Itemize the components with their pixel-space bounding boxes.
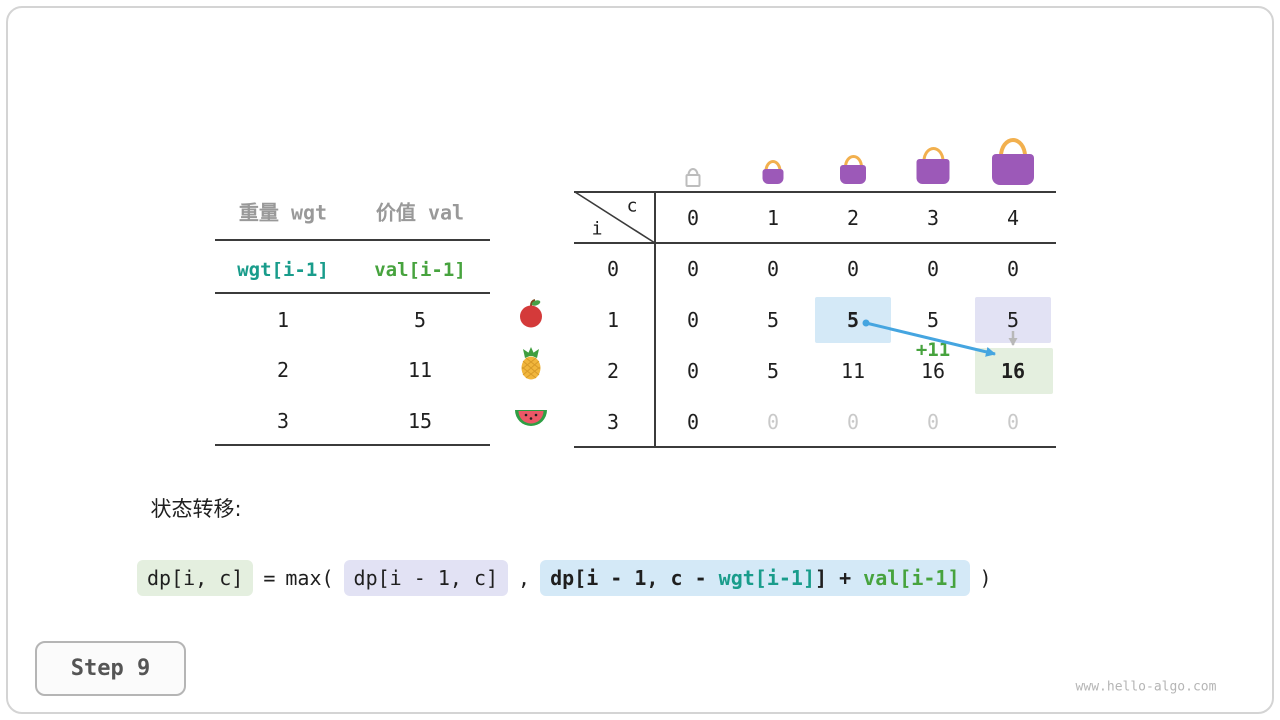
transition-formula: dp[i, c] = max( dp[i - 1, c] , dp[i - 1,… <box>137 560 992 596</box>
dp-col-header-3: 3 <box>926 206 940 230</box>
dp-corner-row-var: i <box>591 218 603 240</box>
dp-row-header-0: 0 <box>606 257 620 281</box>
formula-option2-wgt: wgt[i-1] <box>718 566 815 590</box>
weights-table-border-line <box>215 444 490 446</box>
state-transition-label: 状态转移: <box>150 497 242 521</box>
dp-cell-2-2: 11 <box>840 359 866 383</box>
formula-option2-part2: ] + <box>815 566 864 590</box>
weights-table-border-line <box>215 292 490 294</box>
formula-lhs: dp[i, c] <box>137 560 254 596</box>
dp-table-border-line <box>654 191 656 448</box>
dp-cell-1-3: 5 <box>926 308 940 332</box>
weights-table-header-val: 价值 val <box>375 200 465 225</box>
pineapple-icon <box>517 347 545 385</box>
weights-table-header-wgt: 重量 wgt <box>238 200 328 225</box>
bag-large-icon <box>916 147 950 184</box>
bag-empty-icon <box>685 168 701 187</box>
apple-icon <box>516 297 546 333</box>
dp-col-header-0: 0 <box>686 206 700 230</box>
dp-col-header-4: 4 <box>1006 206 1020 230</box>
dp-cell-1-4: 5 <box>1006 308 1020 332</box>
dp-cell-0-4: 0 <box>1006 257 1020 281</box>
dp-cell-2-1: 5 <box>766 359 780 383</box>
weights-table-border-line <box>215 239 490 241</box>
dp-cell-2-4: 16 <box>1000 359 1026 383</box>
bag-medium-icon <box>840 155 866 184</box>
watermelon-icon <box>514 405 548 435</box>
formula-option2-val: val[i-1] <box>863 566 960 590</box>
formula-comma: , <box>518 566 531 590</box>
formula-max-open: max( <box>285 566 334 590</box>
dp-cell-0-1: 0 <box>766 257 780 281</box>
watermark: www.hello-algo.com <box>1075 679 1217 695</box>
formula-option2-part1: dp[i - 1, c - <box>550 566 719 590</box>
dp-table-border-line <box>574 446 1056 448</box>
weight-value-1: 1 <box>276 308 290 332</box>
dp-cell-1-1: 5 <box>766 308 780 332</box>
dp-cell-0-3: 0 <box>926 257 940 281</box>
weights-table-var-wgt: wgt[i-1] <box>237 259 329 281</box>
transition-annotation: +11 <box>915 339 951 361</box>
value-value-3: 15 <box>407 409 433 433</box>
formula-option2: dp[i - 1, c - wgt[i-1]] + val[i-1] <box>540 560 970 596</box>
bag-xlarge-icon <box>992 138 1034 185</box>
weight-value-2: 2 <box>276 358 290 382</box>
value-value-1: 5 <box>413 308 427 332</box>
bag-small-icon <box>762 160 784 184</box>
dp-row-header-3: 3 <box>606 410 620 434</box>
dp-cell-0-0: 0 <box>686 257 700 281</box>
dp-table-border-line <box>574 242 1056 244</box>
dp-cell-0-2: 0 <box>846 257 860 281</box>
dp-cell-1-2: 5 <box>846 308 860 332</box>
dp-cell-2-3: 16 <box>920 359 946 383</box>
dp-cell-3-4: 0 <box>1006 410 1020 434</box>
dp-cell-2-0: 0 <box>686 359 700 383</box>
value-value-2: 11 <box>407 358 433 382</box>
formula-close-paren: ) <box>979 566 992 590</box>
dp-row-header-1: 1 <box>606 308 620 332</box>
dp-cell-3-3: 0 <box>926 410 940 434</box>
dp-col-header-2: 2 <box>846 206 860 230</box>
dp-col-header-1: 1 <box>766 206 780 230</box>
step-badge: Step 9 <box>35 641 186 696</box>
dp-table-border-line <box>574 191 1056 193</box>
figure-frame <box>6 6 1274 714</box>
dp-row-header-2: 2 <box>606 359 620 383</box>
weights-table-var-val: val[i-1] <box>374 259 466 281</box>
weight-value-3: 3 <box>276 409 290 433</box>
dp-cell-3-0: 0 <box>686 410 700 434</box>
formula-option1: dp[i - 1, c] <box>343 560 509 596</box>
dp-cell-3-2: 0 <box>846 410 860 434</box>
formula-equals: = <box>263 566 276 590</box>
dp-cell-1-0: 0 <box>686 308 700 332</box>
dp-corner-col-var: c <box>626 195 638 217</box>
dp-cell-3-1: 0 <box>766 410 780 434</box>
